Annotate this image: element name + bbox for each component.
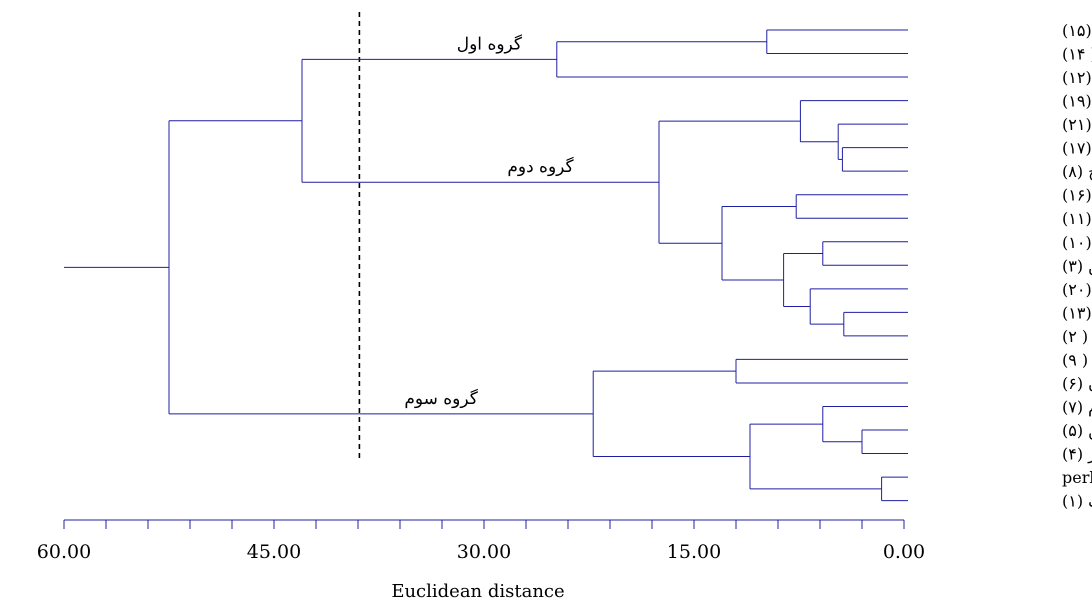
tick-label: 30.00	[457, 541, 511, 563]
leaf-label: سمیرم (۷)	[1062, 397, 1092, 416]
leaf-label: فریدونشهر ۲ (۱۲)	[1062, 68, 1092, 87]
leaf-label: خوانسار (۴)	[1062, 445, 1092, 464]
leaf-label: خرمآباد (۱۳)	[1062, 302, 1092, 322]
leaf-label: اراک (۱)	[1062, 492, 1092, 511]
leaf-label: خوانسار ۲ (۱۷)	[1062, 139, 1092, 158]
leaf-label: دامنه (۱۵)	[1062, 21, 1092, 40]
leaf-label: بافت (۱۹)	[1062, 92, 1092, 111]
leaf-label: اصفهان (۱۶)	[1062, 186, 1092, 205]
leaf-label: بوئینمیاندشت ۱ (۱۱)	[1062, 209, 1092, 228]
group-label: گروه دوم	[507, 156, 574, 177]
leaf-label: کرمان (۲۱)	[1062, 115, 1092, 134]
tick-label: 60.00	[37, 541, 91, 563]
tick-label: 15.00	[667, 541, 721, 563]
leaf-label: سیرجان (۲۰)	[1062, 280, 1092, 299]
leaf-label: سنندج (۸)	[1062, 162, 1092, 181]
leaf-label: رقم سوئیسی perly (۱۸)	[1062, 468, 1092, 487]
leaf-label: نجفآباد ( ۲)	[1062, 326, 1092, 346]
leaf-label: گلپایگان (۶)	[1062, 374, 1092, 393]
leaf-label: کبوترآباد (۱۰)	[1062, 232, 1092, 252]
leaf-label: فریدونشهر ( ۹)	[1062, 350, 1092, 369]
tick-label: 45.00	[247, 541, 301, 563]
group-label: گروه سوم	[404, 388, 478, 409]
tick-label: 0.00	[883, 541, 925, 563]
axis-title: Euclidean distance	[391, 581, 564, 602]
group-label: گروه اول	[457, 33, 523, 54]
leaf-label: جنتآباد ( ۱۴)	[1062, 44, 1092, 64]
leaf-label: بروجن (۵)	[1062, 421, 1092, 440]
leaf-label: خمین (۳)	[1062, 256, 1092, 275]
